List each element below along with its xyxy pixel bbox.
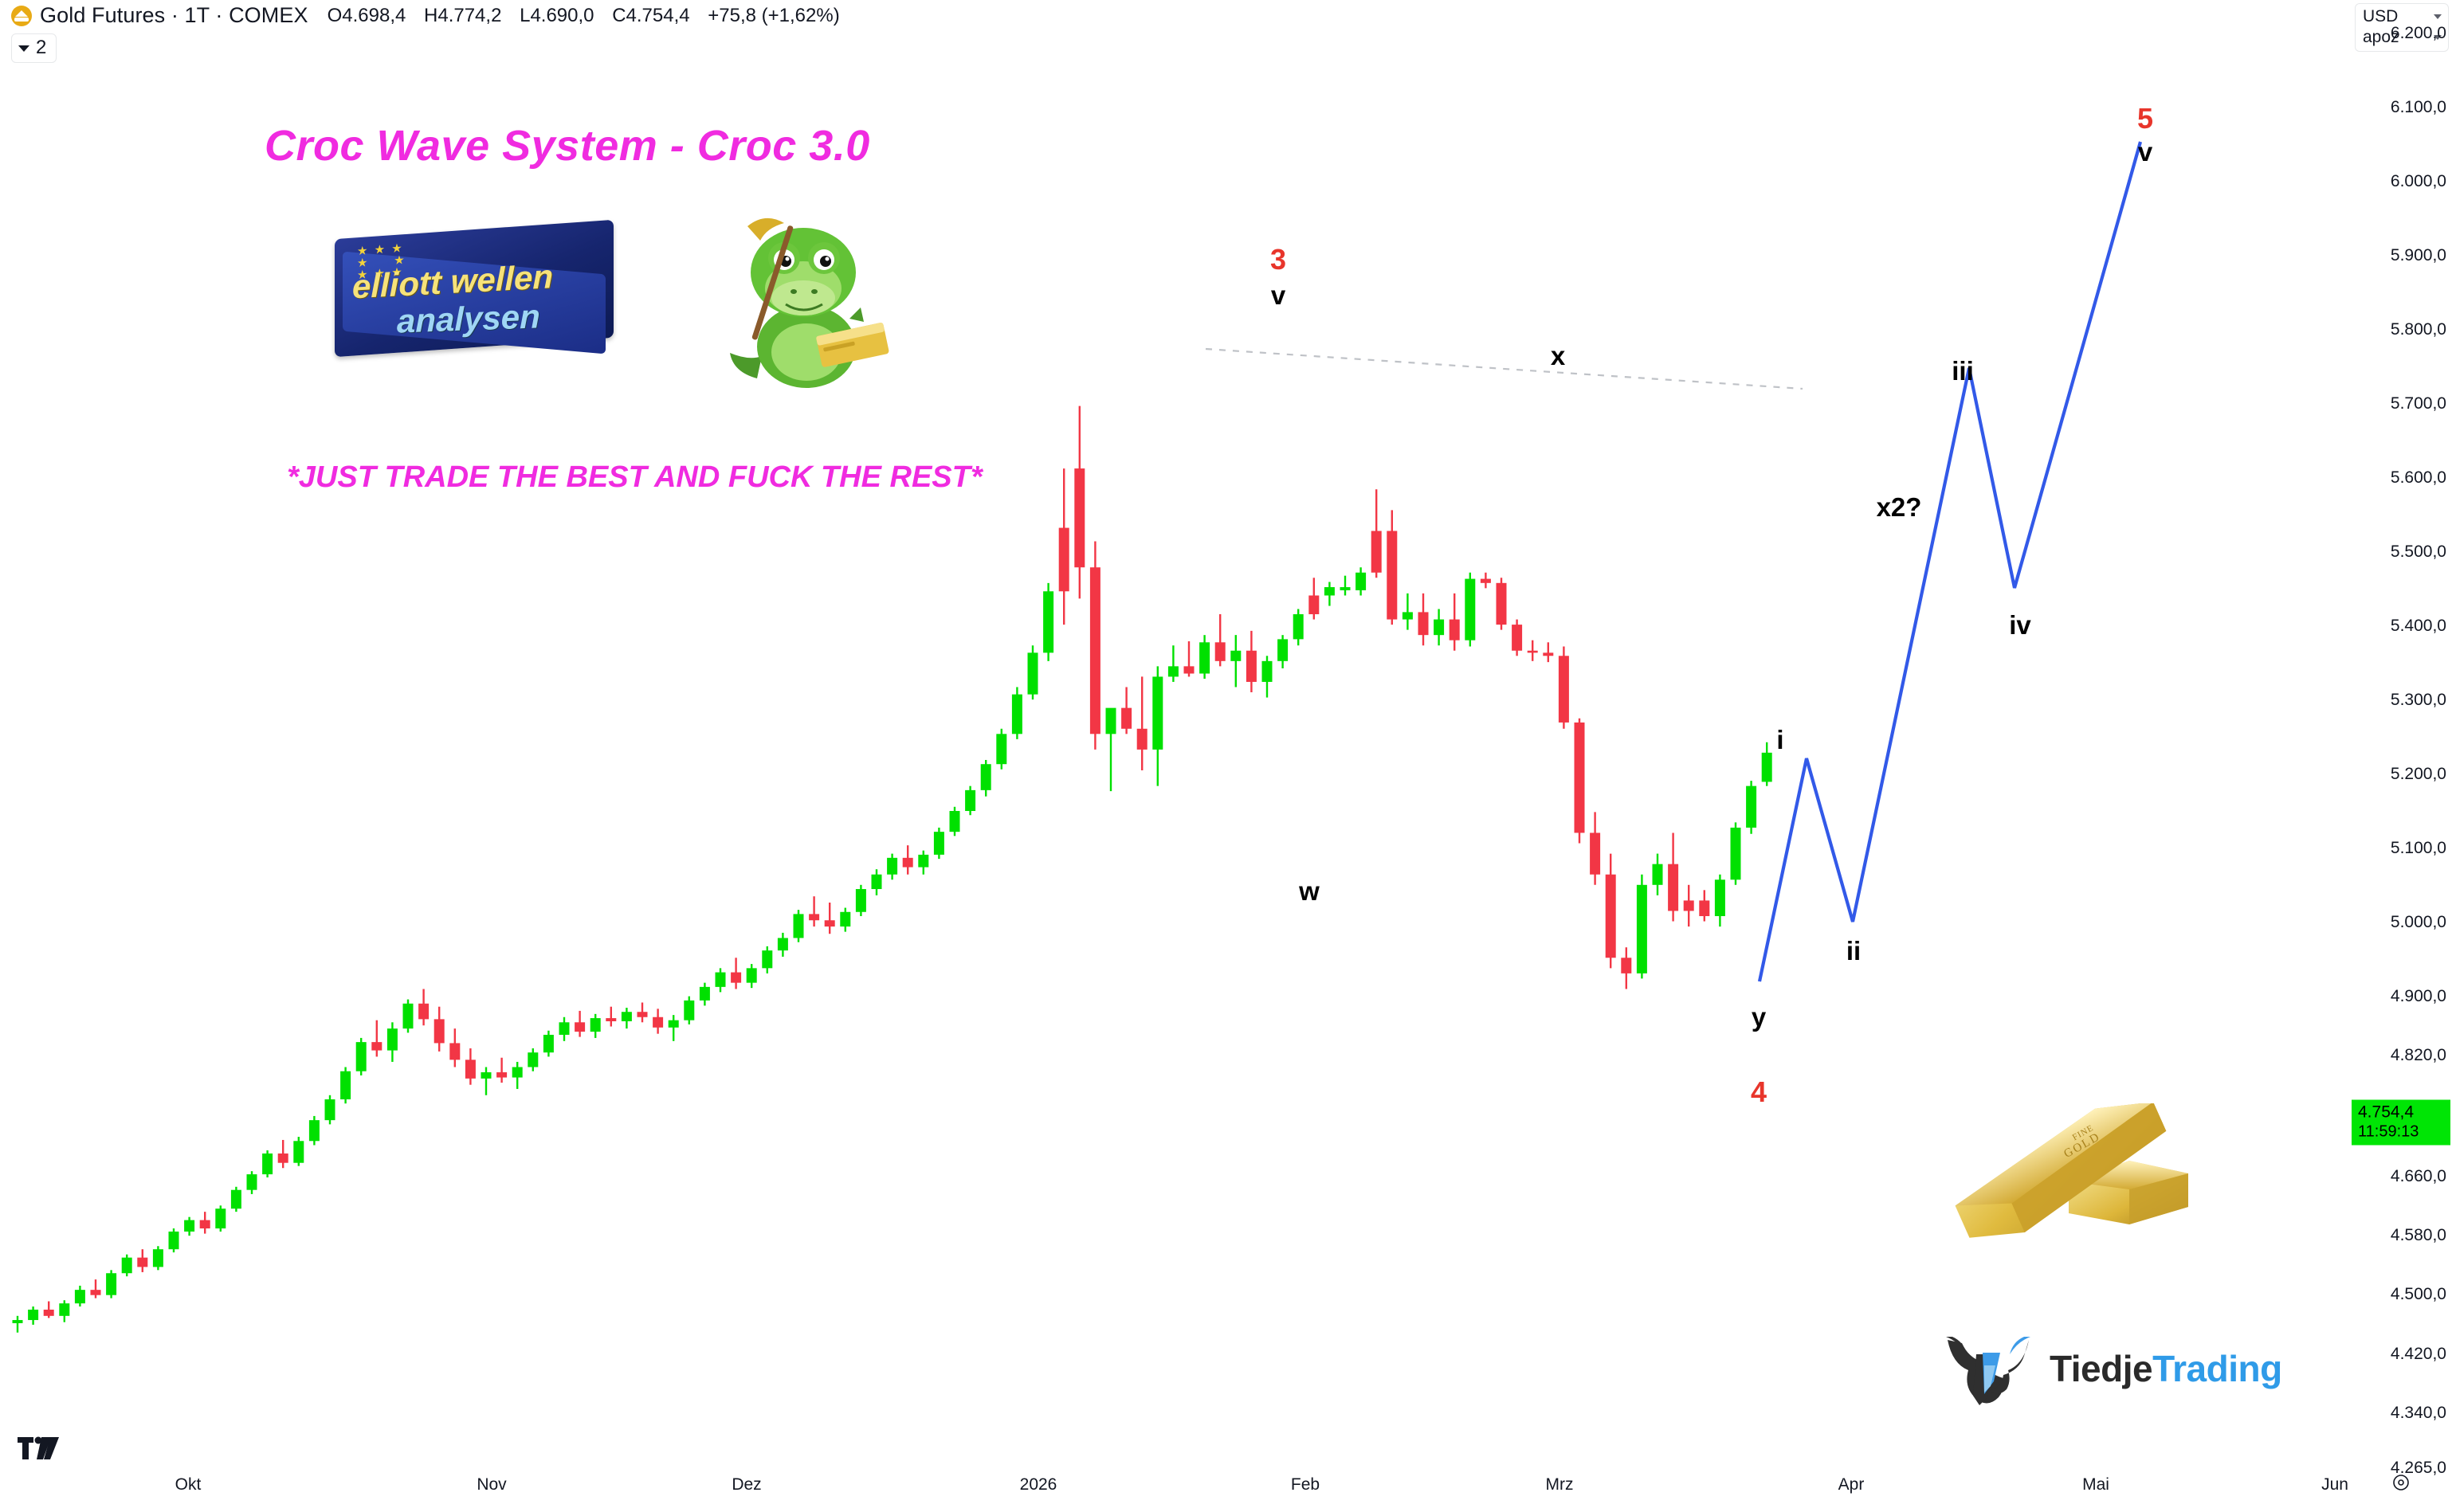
elliott-projection-path xyxy=(1757,141,2143,982)
open-value: O4.698,4 xyxy=(327,4,406,26)
candlestick-plot xyxy=(12,141,2143,1333)
close-value: C4.754,4 xyxy=(612,4,690,26)
wave-label: 3 xyxy=(1269,243,1287,276)
price-tick: 5.100,0 xyxy=(2390,839,2446,857)
currency-selector[interactable]: USD xyxy=(2356,6,2448,27)
time-tick: Dez xyxy=(732,1475,762,1494)
price-tick: 4.340,0 xyxy=(2390,1404,2446,1422)
wave-label: iii xyxy=(1952,356,1974,386)
price-tick: 5.300,0 xyxy=(2390,691,2446,709)
chart-canvas[interactable] xyxy=(0,0,2349,1466)
chart-legend: Gold Futures · 1T · COMEX O4.698,4 H4.77… xyxy=(11,3,853,28)
last-price-badge: 4.754,4 11:59:13 xyxy=(2352,1099,2450,1146)
unit-selector[interactable]: apoz xyxy=(2356,27,2448,48)
wave-label: 4 xyxy=(1750,1075,1767,1108)
chevron-down-icon[interactable] xyxy=(2434,35,2442,40)
time-tick: Nov xyxy=(477,1475,507,1494)
unit-label: apoz xyxy=(2363,28,2399,46)
tiedje-trading-logo: TiedjeTrading xyxy=(1941,1330,2282,1407)
time-tick: Mrz xyxy=(1545,1475,1574,1494)
change-value: +75,8 (+1,62%) xyxy=(708,4,840,26)
last-price-value: 4.754,4 xyxy=(2358,1103,2415,1122)
time-tick: Apr xyxy=(1838,1475,1865,1494)
price-tick: 5.500,0 xyxy=(2390,543,2446,561)
price-tick: 6.200,0 xyxy=(2390,24,2446,42)
price-tick: 4.420,0 xyxy=(2390,1345,2446,1363)
wave-label: y xyxy=(1751,1002,1767,1032)
time-tick: Jun xyxy=(2321,1475,2348,1494)
wave-label: iv xyxy=(2009,610,2031,640)
symbol-title[interactable]: Gold Futures · 1T · COMEX xyxy=(40,3,308,27)
candle-series xyxy=(12,405,1772,1333)
price-tick: 6.100,0 xyxy=(2390,98,2446,116)
wave-label: x2? xyxy=(1876,492,1922,522)
high-value: H4.774,2 xyxy=(424,4,502,26)
price-tick: 4.500,0 xyxy=(2390,1285,2446,1303)
wave-label: w xyxy=(1299,876,1320,906)
last-price-countdown: 11:59:13 xyxy=(2358,1122,2419,1141)
trendline xyxy=(1205,347,1803,390)
wave-label: v xyxy=(1270,280,1286,310)
price-tick: 5.400,0 xyxy=(2390,617,2446,635)
tiedje-word: Tiedje xyxy=(2050,1348,2153,1389)
price-tick: 5.000,0 xyxy=(2390,913,2446,931)
price-scale[interactable]: USD apoz 6.200,0 6.100,0 6.000,0 5.900,0 5.8… xyxy=(2349,0,2452,1477)
price-tick: 6.000,0 xyxy=(2390,172,2446,190)
price-tick: 5.200,0 xyxy=(2390,765,2446,783)
price-tick: 4.900,0 xyxy=(2390,987,2446,1005)
elliott-wellen-analysen-logo: ★ ★ ★ ★ ★ ★ ★ ★ elliott wellen analysen xyxy=(335,215,622,374)
time-tick: 2026 xyxy=(1019,1475,1057,1494)
tradingview-logo-icon xyxy=(18,1436,59,1459)
time-tick: Okt xyxy=(175,1475,202,1494)
ewa-logo-line2: analysen xyxy=(397,297,540,340)
croc-wave-system-title: Croc Wave System - Croc 3.0 xyxy=(265,122,870,170)
study-count: 2 xyxy=(36,37,47,58)
wave-label: v xyxy=(2137,137,2153,166)
currency-label: USD xyxy=(2363,7,2399,25)
price-tick: 5.600,0 xyxy=(2390,468,2446,487)
bull-head-icon xyxy=(1946,1337,2030,1405)
ohlc-values: O4.698,4 H4.774,2 L4.690,0 C4.754,4 +75,… xyxy=(328,5,853,27)
price-tick: 4.265,0 xyxy=(2390,1459,2446,1477)
price-tick: 5.900,0 xyxy=(2390,246,2446,264)
price-tick: 4.660,0 xyxy=(2390,1167,2446,1185)
price-tick: 5.800,0 xyxy=(2390,320,2446,339)
price-tick: 4.820,0 xyxy=(2390,1046,2446,1064)
gold-bar-icon xyxy=(11,5,32,26)
time-scale[interactable]: Okt Nov Dez 2026 Feb Mrz Apr Mai Jun xyxy=(0,1466,2349,1512)
price-tick: 5.700,0 xyxy=(2390,394,2446,413)
wave-label: ii xyxy=(1846,936,1862,966)
wave-label: 5 xyxy=(2136,102,2154,135)
wave-label: i xyxy=(1776,725,1784,754)
time-tick: Feb xyxy=(1290,1475,1320,1494)
price-scale-unit-box[interactable]: USD apoz xyxy=(2355,3,2449,52)
gold-bars-image: FINE GOLD xyxy=(1955,1103,2188,1238)
chevron-down-icon[interactable] xyxy=(18,45,29,52)
study-collapse-row[interactable]: 2 xyxy=(11,33,57,63)
trading-word: Trading xyxy=(2152,1348,2282,1389)
tiedje-trading-wordmark: TiedjeTrading xyxy=(2050,1347,2282,1390)
croc-tagline: *JUST TRADE THE BEST AND FUCK THE REST* xyxy=(287,460,983,494)
time-tick: Mai xyxy=(2082,1475,2109,1494)
chevron-down-icon[interactable] xyxy=(2434,14,2442,19)
croc-mascot-icon xyxy=(730,217,889,388)
wave-label: x xyxy=(1550,341,1566,370)
gear-icon[interactable] xyxy=(2391,1472,2411,1493)
price-tick: 4.580,0 xyxy=(2390,1226,2446,1244)
low-value: L4.690,0 xyxy=(520,4,594,26)
